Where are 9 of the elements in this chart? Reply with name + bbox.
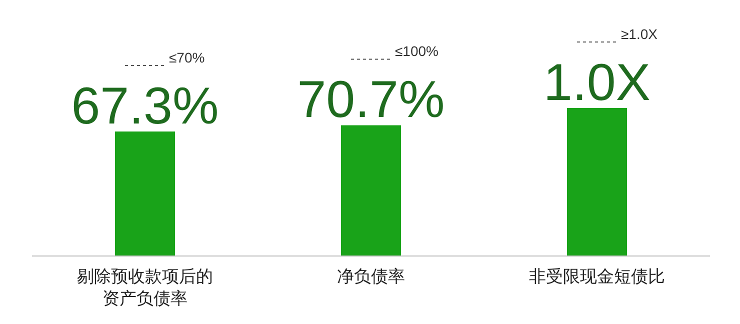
x-tick-label: 非受限现金短债比 <box>529 267 665 287</box>
x-tick-label: 净负债率 <box>337 267 405 287</box>
data-label: 67.3% <box>71 77 219 136</box>
text: ≤100% <box>395 43 438 60</box>
data-label: 70.7% <box>297 71 445 130</box>
data-label: 1.0X <box>544 54 650 112</box>
text: ≥1.0X <box>621 26 658 42</box>
text: ≤70% <box>169 49 205 66</box>
x-tick-label: 剔除预收款项后的资产负债率 <box>77 267 213 309</box>
